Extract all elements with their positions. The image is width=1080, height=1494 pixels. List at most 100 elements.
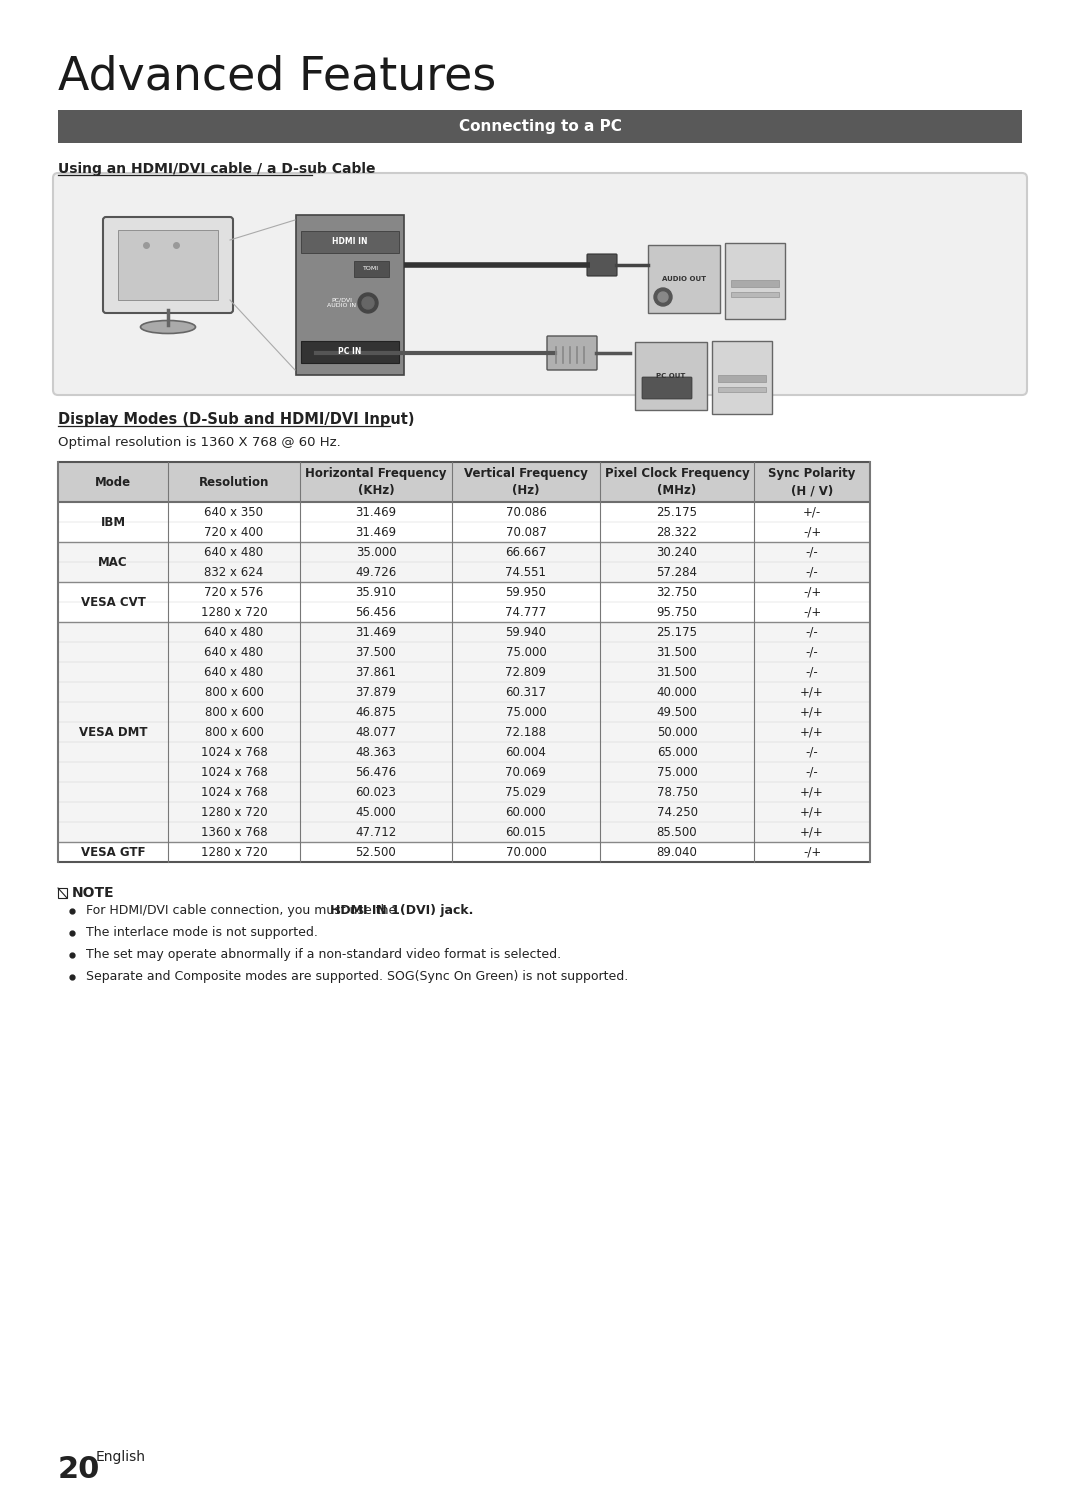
Text: 640 x 350: 640 x 350 (204, 505, 264, 518)
Bar (58, 622, 870, 642)
Text: 40.000: 40.000 (657, 686, 698, 699)
Text: IBM: IBM (100, 515, 125, 529)
Bar (58, 602, 870, 622)
Text: 1280 x 720: 1280 x 720 (201, 846, 268, 859)
Text: -/-: -/- (806, 566, 819, 578)
Text: +/+: +/+ (800, 686, 824, 699)
Text: 48.363: 48.363 (355, 746, 396, 759)
Bar (58, 762, 870, 781)
Text: -/+: -/+ (802, 846, 821, 859)
Bar (301, 341, 399, 363)
Text: 85.500: 85.500 (657, 826, 698, 838)
Text: 60.015: 60.015 (505, 826, 546, 838)
Ellipse shape (140, 321, 195, 333)
Text: 32.750: 32.750 (657, 586, 698, 599)
Text: 95.750: 95.750 (657, 605, 698, 619)
Text: 74.250: 74.250 (657, 805, 698, 819)
Text: 66.667: 66.667 (505, 545, 546, 559)
Text: 59.950: 59.950 (505, 586, 546, 599)
Text: -/-: -/- (806, 665, 819, 678)
Text: 25.175: 25.175 (657, 626, 698, 638)
Bar (58, 542, 870, 562)
Text: 49.500: 49.500 (657, 705, 698, 719)
Text: 74.777: 74.777 (505, 605, 546, 619)
Bar (718, 375, 766, 382)
Text: 1024 x 768: 1024 x 768 (201, 746, 268, 759)
Text: 800 x 600: 800 x 600 (204, 726, 264, 738)
Text: -/-: -/- (806, 626, 819, 638)
Text: Horizontal Frequency
(KHz): Horizontal Frequency (KHz) (306, 468, 447, 498)
Text: VESA CVT: VESA CVT (81, 596, 146, 608)
Text: PC IN: PC IN (338, 348, 362, 357)
Bar (58, 722, 870, 743)
Text: Vertical Frequency
(Hz): Vertical Frequency (Hz) (464, 468, 588, 498)
Text: For HDMI/DVI cable connection, you must use the: For HDMI/DVI cable connection, you must … (86, 904, 401, 917)
Text: 60.000: 60.000 (505, 805, 546, 819)
Text: Mode: Mode (95, 475, 131, 489)
Bar (58, 843, 870, 862)
Text: 49.726: 49.726 (355, 566, 396, 578)
Text: 1360 x 768: 1360 x 768 (201, 826, 268, 838)
Bar (635, 342, 707, 409)
Text: 60.004: 60.004 (505, 746, 546, 759)
Text: -/-: -/- (806, 645, 819, 659)
Text: 75.000: 75.000 (657, 765, 698, 778)
Text: Optimal resolution is 1360 X 768 @ 60 Hz.: Optimal resolution is 1360 X 768 @ 60 Hz… (58, 436, 341, 450)
Text: 37.879: 37.879 (355, 686, 396, 699)
FancyBboxPatch shape (588, 254, 617, 276)
Text: AUDIO OUT: AUDIO OUT (662, 276, 706, 282)
Text: 45.000: 45.000 (355, 805, 396, 819)
Text: +/-: +/- (802, 505, 821, 518)
Bar (58, 502, 870, 521)
Text: 37.861: 37.861 (355, 665, 396, 678)
Bar (301, 232, 399, 252)
Text: 720 x 400: 720 x 400 (204, 526, 264, 538)
Text: PC OUT: PC OUT (657, 374, 686, 379)
Text: 72.188: 72.188 (505, 726, 546, 738)
Text: 47.712: 47.712 (355, 826, 396, 838)
Text: 640 x 480: 640 x 480 (204, 626, 264, 638)
Text: 65.000: 65.000 (657, 746, 698, 759)
Text: Pixel Clock Frequency
(MHz): Pixel Clock Frequency (MHz) (605, 468, 750, 498)
Text: 89.040: 89.040 (657, 846, 698, 859)
Text: 70.086: 70.086 (505, 505, 546, 518)
Text: +/+: +/+ (800, 826, 824, 838)
Bar (58, 802, 870, 822)
Text: 75.000: 75.000 (505, 705, 546, 719)
FancyBboxPatch shape (642, 376, 692, 399)
Circle shape (658, 291, 669, 302)
Text: 46.875: 46.875 (355, 705, 396, 719)
Text: 800 x 600: 800 x 600 (204, 705, 264, 719)
Text: 1024 x 768: 1024 x 768 (201, 765, 268, 778)
Text: Sync Polarity
(H / V): Sync Polarity (H / V) (768, 468, 855, 498)
Text: 640 x 480: 640 x 480 (204, 645, 264, 659)
FancyBboxPatch shape (53, 173, 1027, 394)
Bar (58, 521, 870, 542)
Text: 70.069: 70.069 (505, 765, 546, 778)
Text: 56.456: 56.456 (355, 605, 396, 619)
Text: 60.317: 60.317 (505, 686, 546, 699)
Bar (58, 702, 870, 722)
Text: 800 x 600: 800 x 600 (204, 686, 264, 699)
Bar (58, 681, 870, 702)
Bar (58, 887, 67, 898)
Text: 720 x 576: 720 x 576 (204, 586, 264, 599)
Circle shape (654, 288, 672, 306)
Bar (648, 245, 720, 314)
Text: Connecting to a PC: Connecting to a PC (459, 120, 621, 134)
Text: 50.000: 50.000 (657, 726, 698, 738)
Bar (725, 244, 785, 320)
Text: 31.500: 31.500 (657, 645, 698, 659)
Text: +/+: +/+ (800, 786, 824, 798)
Text: 75.029: 75.029 (505, 786, 546, 798)
Text: 59.940: 59.940 (505, 626, 546, 638)
Text: MAC: MAC (98, 556, 127, 569)
Text: 1280 x 720: 1280 x 720 (201, 805, 268, 819)
Text: TOMI: TOMI (363, 266, 379, 272)
Text: 48.077: 48.077 (355, 726, 396, 738)
Text: 37.500: 37.500 (355, 645, 396, 659)
Bar (58, 462, 870, 502)
Text: HDMI IN 1(DVI) jack.: HDMI IN 1(DVI) jack. (329, 904, 473, 917)
Text: 640 x 480: 640 x 480 (204, 665, 264, 678)
Text: -/+: -/+ (802, 605, 821, 619)
